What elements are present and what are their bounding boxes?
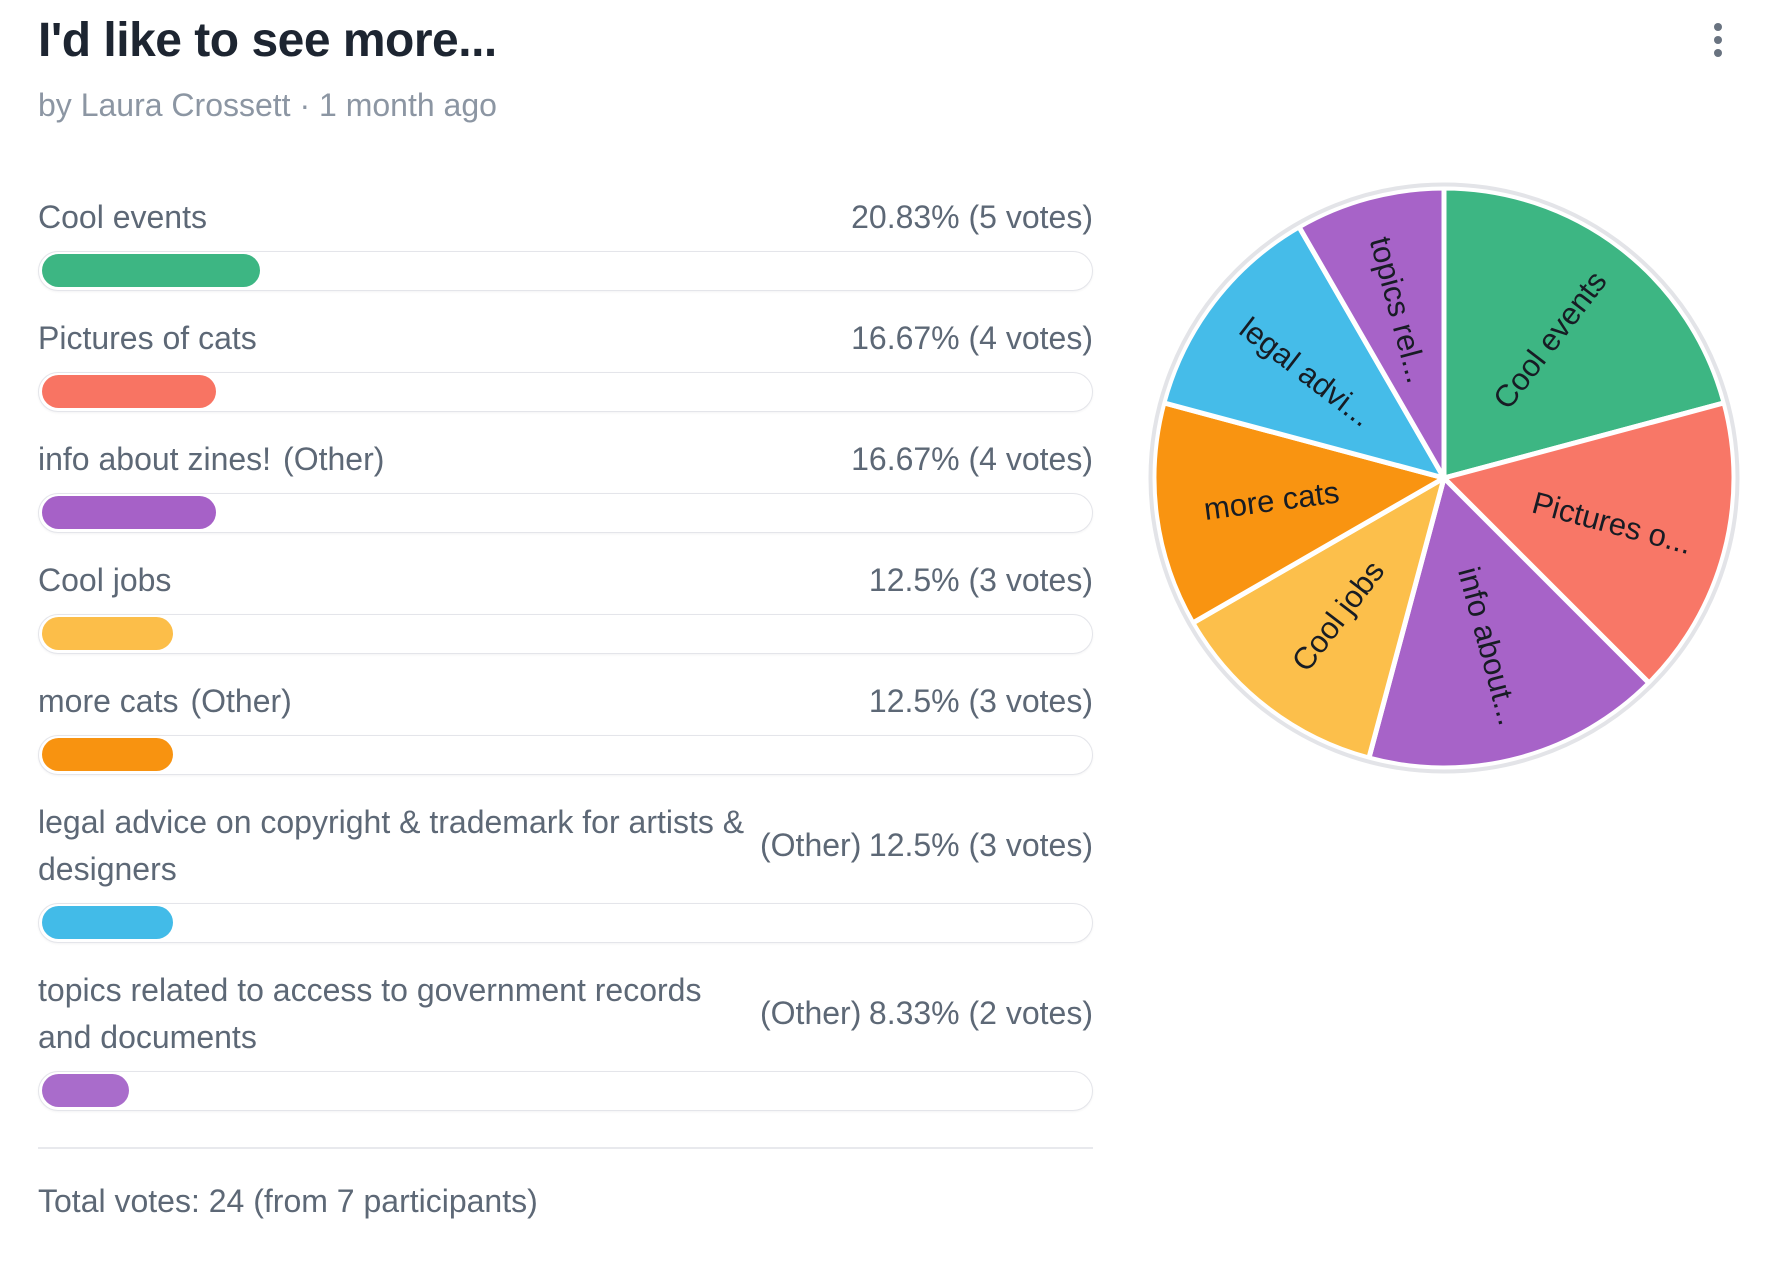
divider <box>38 1146 1093 1149</box>
pie-slice <box>1441 400 1737 686</box>
option-percent: 12.5% (3 votes) <box>868 827 1093 864</box>
option-bar-fill <box>41 906 173 940</box>
option-label: Cool jobs <box>38 561 172 598</box>
poll-option-row: info about zines! (Other) 16.67% (4 vote… <box>38 436 1093 533</box>
pie-slice <box>1161 224 1447 481</box>
option-bar-fill <box>41 375 217 409</box>
kebab-menu-icon <box>1714 36 1722 44</box>
byline: by Laura Crossett · 1 month ago <box>38 86 497 123</box>
poll-option-row: Cool events 20.83% (5 votes) <box>38 194 1093 291</box>
option-header: Cool events 20.83% (5 votes) <box>38 194 1093 241</box>
option-bar-fill <box>41 738 173 772</box>
kebab-menu-icon <box>1714 49 1722 57</box>
option-percent: 16.67% (4 votes) <box>851 440 1093 477</box>
poll-option-row: Cool jobs 12.5% (3 votes) <box>38 557 1093 654</box>
option-bar-track <box>38 902 1093 943</box>
poll-option-row: topics related to access to government r… <box>38 967 1093 1111</box>
option-bar-track <box>38 250 1093 291</box>
option-label: Pictures of cats <box>38 319 257 356</box>
option-percent: 8.33% (2 votes) <box>868 995 1093 1032</box>
option-header: legal advice on copyright & trademark fo… <box>38 799 1093 893</box>
kebab-menu-icon <box>1714 23 1722 31</box>
pie-slice <box>1366 475 1652 771</box>
option-label: more cats <box>38 682 179 719</box>
option-label: legal advice on copyright & trademark fo… <box>38 803 745 887</box>
option-percent: 20.83% (5 votes) <box>851 198 1093 235</box>
option-bar-track <box>38 492 1093 533</box>
option-label: Cool events <box>38 198 207 235</box>
pie-slice <box>1190 475 1447 761</box>
option-other-tag: (Other) <box>190 682 292 719</box>
option-bar-fill <box>41 1074 129 1108</box>
option-percent: 16.67% (4 votes) <box>851 319 1093 356</box>
option-percent: 12.5% (3 votes) <box>868 682 1093 719</box>
pie-slice <box>1296 185 1447 481</box>
poll-option-row: legal advice on copyright & trademark fo… <box>38 799 1093 943</box>
option-label: topics related to access to government r… <box>38 971 702 1055</box>
page-title: I'd like to see more... <box>38 14 497 67</box>
pie-slice <box>1151 400 1447 626</box>
option-header: Pictures of cats 16.67% (4 votes) <box>38 315 1093 362</box>
option-bar-fill <box>41 496 217 530</box>
poll-option-row: more cats (Other) 12.5% (3 votes) <box>38 678 1093 775</box>
option-other-tag: (Other) <box>760 827 862 864</box>
option-header: Cool jobs 12.5% (3 votes) <box>38 557 1093 604</box>
option-bar-track <box>38 613 1093 654</box>
option-bar-track <box>38 371 1093 412</box>
total-votes: Total votes: 24 (from 7 participants) <box>38 1182 538 1219</box>
option-bar-track <box>38 1070 1093 1111</box>
option-header: topics related to access to government r… <box>38 967 1093 1061</box>
option-percent: 12.5% (3 votes) <box>868 561 1093 598</box>
options-menu-button[interactable] <box>1700 14 1736 66</box>
options-list: Cool events 20.83% (5 votes) Pictures of… <box>38 194 1093 1111</box>
poll-column: I'd like to see more... by Laura Crosset… <box>38 0 1093 1223</box>
pie-outer-ring <box>1148 182 1740 774</box>
option-header: more cats (Other) 12.5% (3 votes) <box>38 678 1093 725</box>
pie-slice <box>1441 185 1727 481</box>
option-other-tag: (Other) <box>760 995 862 1032</box>
option-bar-fill <box>41 617 173 651</box>
poll-option-row: Pictures of cats 16.67% (4 votes) <box>38 315 1093 412</box>
option-bar-fill <box>41 254 260 288</box>
option-header: info about zines! (Other) 16.67% (4 vote… <box>38 436 1093 483</box>
option-bar-track <box>38 734 1093 775</box>
option-label: info about zines! <box>38 440 272 477</box>
option-other-tag: (Other) <box>283 440 385 477</box>
